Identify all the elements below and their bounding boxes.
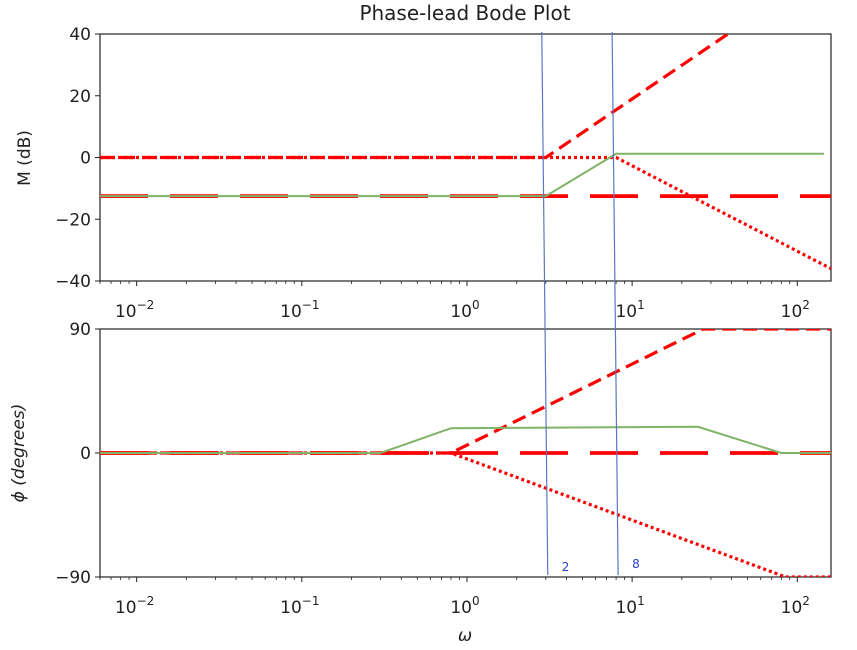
x-tick-label: 10−2 — [115, 594, 154, 618]
magnitude-y-axis-label: M (dB) — [15, 130, 35, 186]
x-axis-label: ω — [458, 626, 472, 646]
x-tick-label: 10−2 — [115, 298, 154, 322]
y-tick-label: 40 — [69, 25, 91, 45]
y-tick-label: 20 — [69, 87, 91, 107]
y-tick-label: 0 — [80, 149, 91, 169]
dotted-asymptote-line — [100, 451, 831, 577]
total-response-line — [100, 425, 831, 454]
y-tick-label: 90 — [69, 320, 91, 340]
x-tick-label: 100 — [450, 298, 479, 322]
phase-panel: 90 0 −90 10−2 10−1 100 101 102 ϕ (degrees) — [9, 320, 832, 618]
x-tick-label: 10−1 — [280, 298, 319, 322]
x-tick-label: 101 — [615, 594, 644, 618]
x-tick-label: 100 — [450, 594, 479, 618]
marker-label-2: 2 — [562, 560, 570, 574]
chart-title: Phase-lead Bode Plot — [359, 1, 570, 25]
dotted-asymptote-line — [100, 155, 831, 271]
x-tick-label: 101 — [615, 298, 644, 322]
y-tick-label: −40 — [55, 272, 91, 292]
x-tick-label: 10−1 — [280, 594, 319, 618]
marker-label-8: 8 — [632, 557, 640, 571]
y-tick-label: 0 — [80, 444, 91, 464]
y-tick-label: −90 — [55, 568, 91, 588]
marker-line-8 — [611, 31, 619, 576]
marker-line-2 — [541, 31, 549, 576]
x-tick-label: 102 — [781, 594, 810, 618]
total-response-line — [100, 152, 824, 198]
phase-y-axis-label: ϕ (degrees) — [9, 404, 29, 503]
y-tick-label: −20 — [55, 210, 91, 230]
magnitude-panel: 40 20 0 −20 −40 10−2 10−1 100 101 102 M (dB) — [15, 25, 832, 322]
x-tick-label: 102 — [781, 298, 810, 322]
dashed-asymptote-line — [100, 34, 729, 160]
